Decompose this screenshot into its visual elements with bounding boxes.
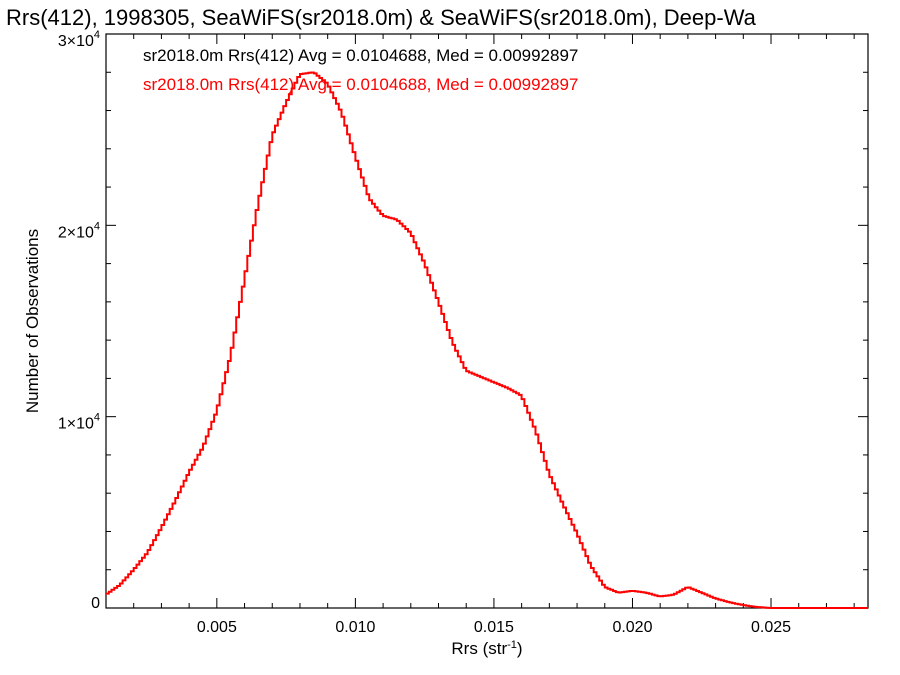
x-axis-label-suffix: )	[517, 639, 523, 658]
series-group	[106, 71, 868, 609]
chart-title: Rrs(412), 1998305, SeaWiFS(sr2018.0m) & …	[6, 5, 757, 30]
x-axis: 0.005 0.010 0.015 0.020 0.025	[105, 34, 855, 636]
y-tick-label: 3×104	[58, 29, 100, 50]
legend-entry-black: sr2018.0m Rrs(412) Avg = 0.0104688, Med …	[143, 46, 578, 65]
x-tick-label: 0.025	[751, 619, 791, 636]
y-axis-label: Number of Observations	[23, 229, 42, 413]
y-tick-label: 2×104	[58, 220, 100, 241]
plot-frame	[105, 33, 869, 609]
series-line-0	[106, 71, 868, 609]
y-tick-label: 1×104	[58, 412, 100, 433]
x-tick-label: 0.020	[612, 619, 652, 636]
x-tick-label: 0.015	[474, 619, 514, 636]
x-tick-label: 0.010	[335, 619, 375, 636]
y-tick-label: 0	[91, 595, 100, 612]
x-axis-label: Rrs (str-1)	[451, 639, 522, 658]
legend-entry-red: sr2018.0m Rrs(412) Avg = 0.0104688, Med …	[143, 75, 578, 94]
y-axis: 0 1×104 2×104 3×104	[58, 29, 868, 612]
x-tick-label: 0.005	[197, 619, 237, 636]
x-axis-label-text: Rrs (str	[451, 639, 507, 658]
x-axis-label-superscript: -1	[507, 639, 517, 651]
